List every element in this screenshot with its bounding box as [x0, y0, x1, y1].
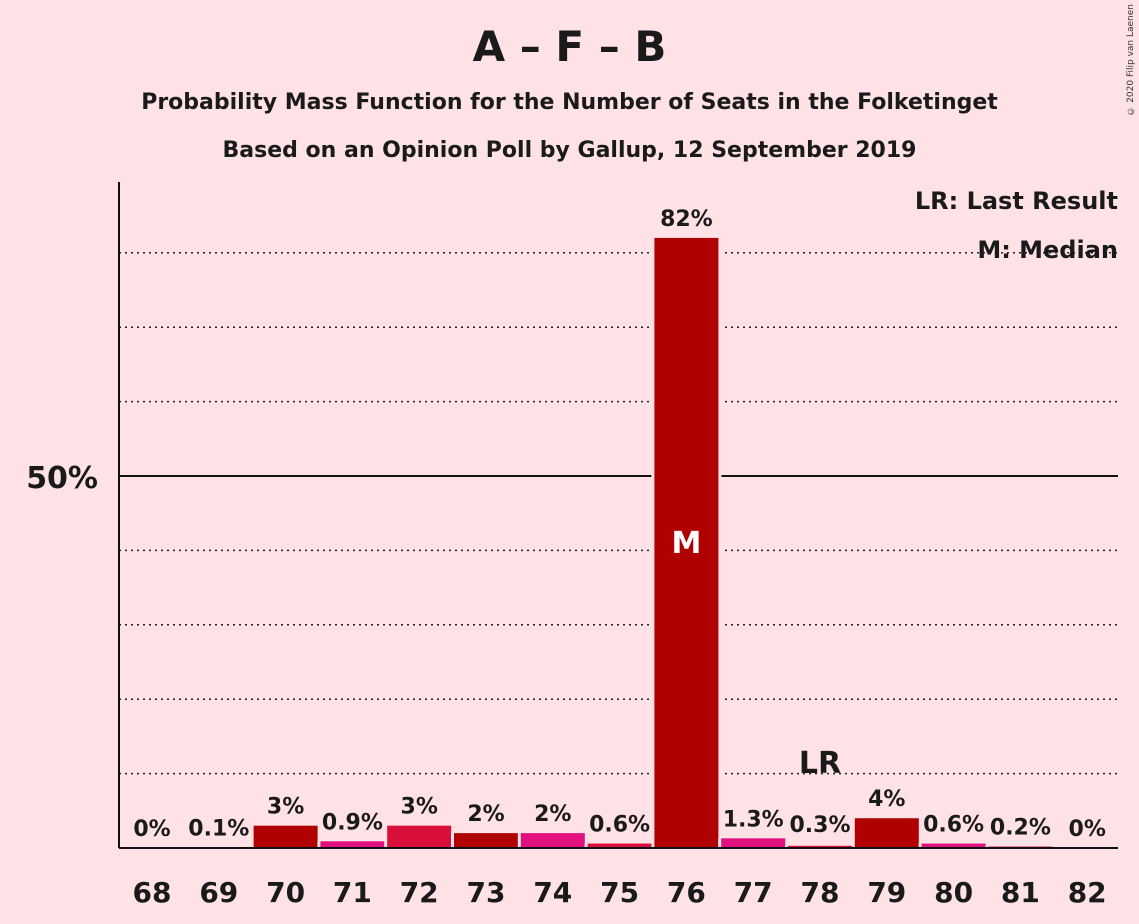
median-marker: M — [671, 526, 701, 561]
x-tick-label-72: 72 — [400, 876, 439, 909]
x-tick-label-82: 82 — [1068, 876, 1107, 909]
data-label-72: 3% — [401, 795, 438, 820]
data-label-69: 0.1% — [188, 816, 249, 841]
data-label-79: 4% — [868, 787, 905, 812]
x-tick-label-70: 70 — [266, 876, 305, 909]
bar-76 — [654, 237, 719, 849]
last-result-marker: LR — [799, 746, 841, 781]
grid-lines — [119, 252, 1118, 775]
bar-78 — [788, 845, 852, 848]
x-tick-label-75: 75 — [600, 876, 639, 909]
x-tick-label-78: 78 — [801, 876, 840, 909]
x-tick-label-71: 71 — [333, 876, 372, 909]
data-label-74: 2% — [534, 802, 571, 827]
x-tick-label-77: 77 — [734, 876, 773, 909]
x-tick-label-69: 69 — [199, 876, 238, 909]
bar-77 — [721, 838, 786, 848]
data-label-78: 0.3% — [789, 813, 850, 838]
x-tick-label-81: 81 — [1001, 876, 1040, 909]
legend-median: M: Median — [977, 236, 1118, 264]
data-label-80: 0.6% — [923, 813, 984, 838]
axes: 50% 68 69 70 71 72 73 74 75 76 77 78 79 80 81 82 — [26, 182, 1118, 909]
chart-title: A – F – B — [472, 22, 667, 71]
data-label-77: 1.3% — [723, 807, 784, 832]
data-labels: 0% 0.1% 3% 0.9% 3% 2% 2% 0.6% 82% M 1.3% 0.3% LR 4% 0.… — [133, 207, 1106, 842]
data-label-75: 0.6% — [589, 813, 650, 838]
data-label-71: 0.9% — [322, 810, 383, 835]
chart-subtitle-source: Based on an Opinion Poll by Gallup, 12 S… — [222, 138, 917, 163]
x-tick-label-80: 80 — [934, 876, 973, 909]
data-label-70: 3% — [267, 795, 304, 820]
bar-70 — [253, 825, 318, 848]
bar-71 — [320, 841, 385, 848]
data-label-76: 82% — [660, 207, 713, 232]
bar-74 — [520, 833, 585, 848]
x-tick-label-68: 68 — [133, 876, 172, 909]
bar-72 — [387, 825, 452, 848]
bar-75 — [587, 843, 652, 848]
chart-subtitle: Probability Mass Function for the Number… — [141, 90, 998, 115]
x-tick-label-74: 74 — [533, 876, 572, 909]
x-tick-label-73: 73 — [467, 876, 506, 909]
data-label-81: 0.2% — [990, 816, 1051, 841]
bar-80 — [921, 843, 986, 848]
bar-79 — [854, 818, 919, 848]
y-tick-label: 50% — [26, 461, 98, 496]
x-tick-label-76: 76 — [667, 876, 706, 909]
x-tick-label-79: 79 — [867, 876, 906, 909]
data-label-73: 2% — [467, 802, 504, 827]
bar-73 — [454, 833, 518, 848]
legend-last-result: LR: Last Result — [915, 187, 1118, 215]
data-label-68: 0% — [133, 817, 170, 842]
bars — [183, 237, 1056, 849]
data-label-82: 0% — [1069, 817, 1106, 842]
